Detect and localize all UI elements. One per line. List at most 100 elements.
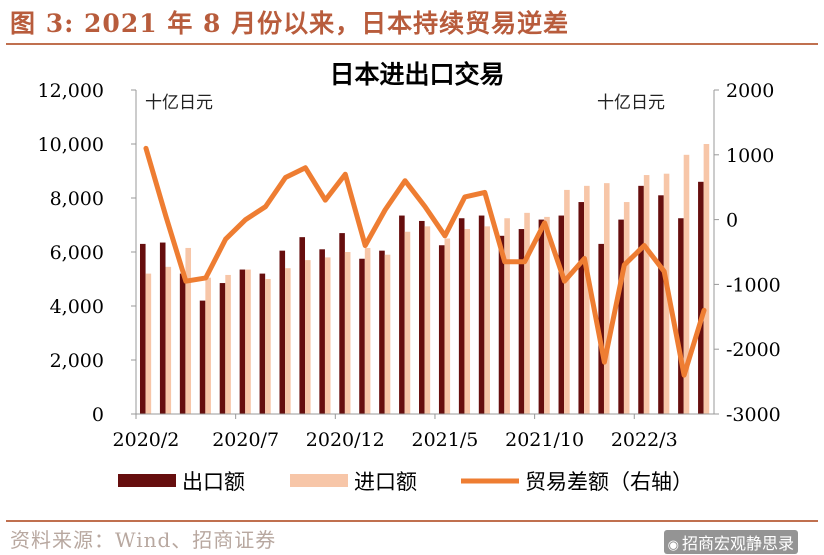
export-bar xyxy=(538,219,545,414)
import-bar xyxy=(564,189,570,414)
figure-heading: 图 3: 2021 年 8 月份以来，日本持续贸易逆差 xyxy=(10,9,570,38)
export-bar xyxy=(498,235,505,414)
import-bar xyxy=(484,226,490,414)
trade-balance-point xyxy=(504,261,506,263)
export-bar xyxy=(698,181,704,414)
import-bar xyxy=(305,260,311,414)
legend-export-label: 出口额 xyxy=(182,470,245,494)
x-tick-label: 2021/10 xyxy=(505,429,584,451)
import-bar xyxy=(643,175,650,414)
bars-layer xyxy=(139,144,710,415)
left-tick-label: 0 xyxy=(92,404,104,426)
import-bar xyxy=(225,274,231,414)
export-bar xyxy=(399,215,405,414)
import-bar xyxy=(444,238,451,414)
trade-balance-point xyxy=(603,361,605,363)
import-bar xyxy=(384,254,391,414)
left-tick-label: 12,000 xyxy=(38,80,104,102)
right-tick-label: 1000 xyxy=(726,145,774,167)
trade-balance-point xyxy=(484,191,486,193)
legend-export-swatch xyxy=(118,474,176,487)
legend-import-swatch xyxy=(290,474,348,487)
import-bar xyxy=(584,185,590,414)
legend-import-label: 进口额 xyxy=(354,470,417,494)
trade-balance-point xyxy=(464,196,466,198)
export-bar xyxy=(618,219,624,414)
trade-balance-point xyxy=(364,245,366,247)
export-bar xyxy=(179,273,186,414)
trade-balance-point xyxy=(265,206,267,208)
right-tick-label: -3000 xyxy=(726,404,781,426)
export-bar xyxy=(199,300,206,414)
trade-balance-point xyxy=(583,257,585,259)
import-bar xyxy=(603,183,610,414)
import-bar xyxy=(623,202,630,414)
trade-balance-point xyxy=(703,309,705,311)
import-bar xyxy=(185,247,192,414)
left-tick-label: 4,000 xyxy=(50,296,104,318)
export-bar xyxy=(638,185,644,414)
trade-balance-point xyxy=(284,176,286,178)
top-rule xyxy=(6,43,818,45)
wechat-icon: ◉ xyxy=(667,538,679,553)
left-axis-unit: 十亿日元 xyxy=(145,93,213,113)
import-bar xyxy=(703,144,710,414)
import-bar xyxy=(683,154,690,415)
trade-balance-point xyxy=(424,206,426,208)
bottom-rule xyxy=(6,520,818,522)
watermark-text: 招商宏观静思录 xyxy=(681,534,794,553)
x-tick-label: 2021/5 xyxy=(412,429,479,451)
right-tick-label: 2000 xyxy=(726,80,774,102)
export-bar xyxy=(458,218,465,414)
import-bar xyxy=(544,216,550,414)
tick-labels-layer: 0 2,000 4,000 6,000 8,000 10,000 12,000 -3000 -2… xyxy=(38,80,781,451)
legend: 出口额 进口额 贸易差额（右轴） xyxy=(118,470,693,494)
trade-balance-point xyxy=(205,277,207,279)
x-tick-label: 2020/7 xyxy=(212,429,279,451)
import-bar xyxy=(205,277,211,414)
trade-balance-point xyxy=(245,219,247,221)
trade-balance-point xyxy=(165,215,167,217)
export-bar xyxy=(578,202,585,414)
export-bar xyxy=(419,220,425,414)
trade-balance-point xyxy=(185,280,187,282)
export-bar xyxy=(299,237,306,414)
export-bar xyxy=(279,250,286,414)
export-bar xyxy=(359,258,365,414)
trade-balance-point xyxy=(623,264,625,266)
import-bar xyxy=(364,247,371,414)
export-bar xyxy=(558,215,565,414)
left-tick-label: 2,000 xyxy=(50,350,104,372)
trade-balance-point xyxy=(404,180,406,182)
right-tick-label: -1000 xyxy=(726,274,781,296)
trade-balance-point xyxy=(324,199,326,201)
trade-balance-point xyxy=(344,173,346,175)
import-bar xyxy=(165,266,172,414)
x-tick-label: 2022/3 xyxy=(611,429,678,451)
import-bar xyxy=(324,257,331,414)
export-bar xyxy=(678,218,684,414)
trade-balance-point xyxy=(304,167,306,169)
trade-balance-point xyxy=(544,222,546,224)
export-bar xyxy=(379,250,385,414)
trade-balance-point xyxy=(524,261,526,263)
import-bar xyxy=(265,279,271,414)
import-bar xyxy=(245,269,251,414)
trade-balance-point xyxy=(683,374,685,376)
export-bar xyxy=(239,269,246,414)
legend-balance-label: 贸易差额（右轴） xyxy=(525,470,693,494)
export-bar xyxy=(219,283,226,414)
import-bar xyxy=(285,268,291,414)
import-bar xyxy=(464,229,471,414)
import-bar xyxy=(145,273,152,414)
right-tick-label: -2000 xyxy=(726,339,781,361)
right-axis-unit: 十亿日元 xyxy=(597,93,665,113)
trade-balance-point xyxy=(564,280,566,282)
chart-title: 日本进出口交易 xyxy=(329,60,504,89)
trade-balance-point xyxy=(384,209,386,211)
export-bar xyxy=(159,242,166,414)
x-tick-label: 2020/12 xyxy=(306,429,385,451)
export-bar xyxy=(319,249,325,414)
right-tick-label: 0 xyxy=(726,210,738,232)
trade-balance-point xyxy=(444,235,446,237)
